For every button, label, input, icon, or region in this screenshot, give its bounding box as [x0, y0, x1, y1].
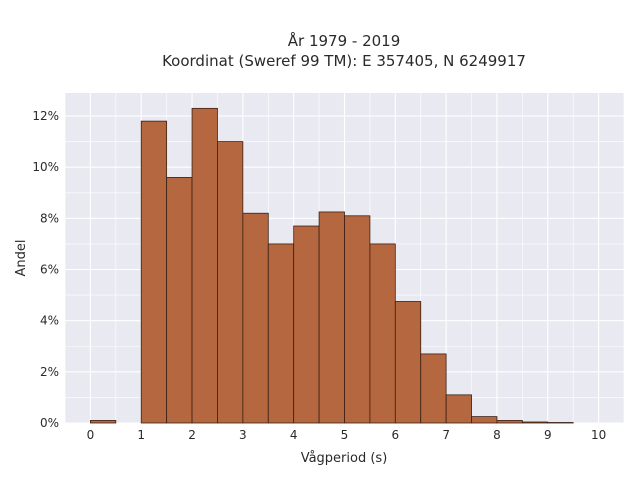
histogram-bar [445, 394, 472, 424]
x-tick-label: 2 [188, 428, 196, 442]
histogram-bar [471, 416, 498, 424]
histogram-bar [140, 120, 168, 424]
chart-title-line1: År 1979 - 2019 [288, 31, 401, 50]
histogram-bar [369, 243, 396, 424]
y-tick-label: 6% [40, 263, 59, 277]
x-tick-label: 7 [442, 428, 450, 442]
histogram-bar [344, 215, 371, 424]
histogram-bar [166, 177, 193, 424]
histogram-bar [547, 422, 574, 424]
y-axis-ticks: 0% 2% 4% 6% 8% 10% 12% [32, 109, 59, 430]
histogram-bar [217, 141, 244, 424]
x-tick-label: 4 [290, 428, 298, 442]
y-tick-label: 4% [40, 314, 59, 328]
histogram-bar [496, 420, 523, 424]
y-tick-label: 12% [32, 109, 59, 123]
histogram-bar [521, 421, 549, 424]
y-axis-label: Andel [14, 240, 29, 277]
bars-group [90, 107, 574, 424]
histogram-bar [242, 212, 269, 424]
histogram-bar [318, 211, 345, 424]
histogram-bar [394, 301, 422, 424]
y-tick-label: 10% [32, 160, 59, 174]
x-tick-label: 6 [391, 428, 399, 442]
histogram-bar [293, 225, 320, 424]
histogram-bar [191, 107, 218, 424]
x-tick-label: 5 [341, 428, 349, 442]
x-axis-label: Vågperiod (s) [301, 451, 388, 466]
x-tick-label: 1 [137, 428, 145, 442]
x-tick-label: 8 [493, 428, 501, 442]
y-tick-label: 8% [40, 211, 59, 225]
y-tick-label: 0% [40, 416, 59, 430]
histogram-bar [90, 420, 117, 424]
x-tick-label: 0 [87, 428, 95, 442]
x-tick-label: 9 [544, 428, 552, 442]
x-tick-label: 3 [239, 428, 247, 442]
histogram-bar [267, 243, 295, 424]
histogram-bar [420, 353, 447, 424]
chart-title-line2: Koordinat (Sweref 99 TM): E 357405, N 62… [162, 52, 526, 70]
y-tick-label: 2% [40, 365, 59, 379]
x-tick-label: 10 [591, 428, 606, 442]
x-axis-ticks: 0 1 2 3 4 5 6 7 8 9 10 [87, 428, 607, 442]
